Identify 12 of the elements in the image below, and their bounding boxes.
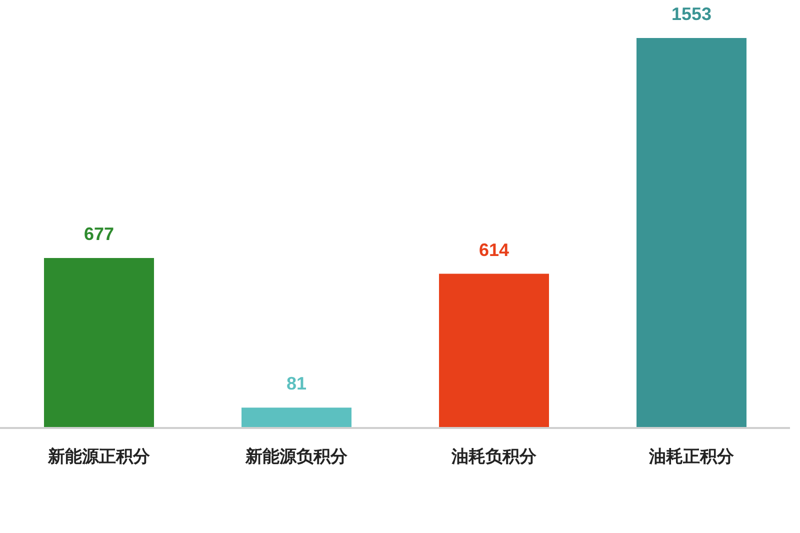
bar [44, 258, 154, 428]
bar [439, 274, 549, 428]
bar [242, 408, 352, 428]
data-label: 614 [478, 240, 510, 260]
data-label: 1553 [671, 4, 712, 24]
x-tick-label: 油耗正积分 [648, 447, 735, 466]
x-tick-label: 新能源正积分 [46, 447, 151, 466]
data-label: 677 [84, 224, 114, 244]
data-label: 81 [286, 374, 307, 394]
x-tick-label: 油耗负积分 [450, 447, 538, 466]
x-tick-label: 新能源负积分 [244, 447, 348, 466]
bar [636, 38, 746, 428]
